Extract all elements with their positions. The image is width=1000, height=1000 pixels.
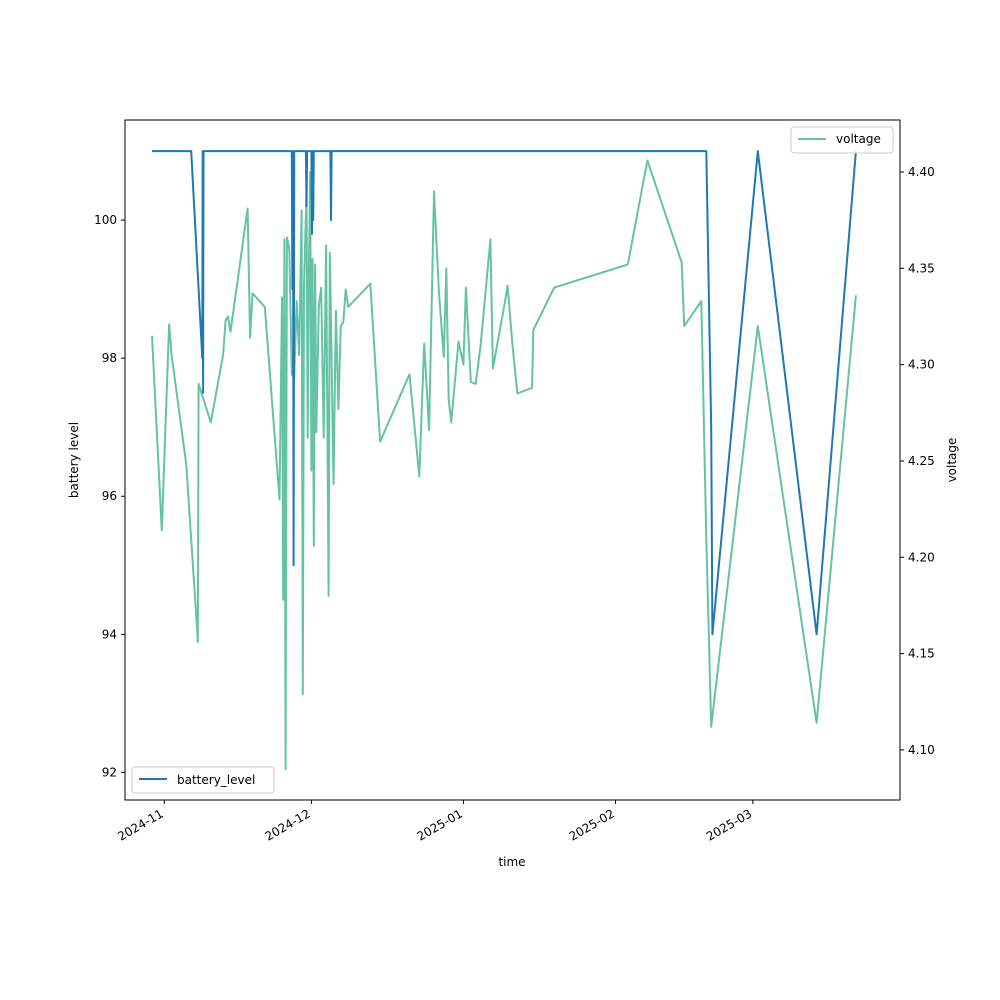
- y-tick-label: 98: [102, 351, 117, 365]
- y-axis-label: battery level: [67, 422, 81, 498]
- y2-tick-label: 4.30: [908, 358, 935, 372]
- legend-voltage: voltage: [790, 126, 894, 154]
- y2-tick-label: 4.20: [908, 550, 935, 564]
- legend-battery-level-box: [131, 766, 275, 794]
- legend-battery-level: battery_level: [131, 766, 275, 794]
- plot-frame: [124, 119, 901, 801]
- series-line-voltage: [151, 159, 857, 771]
- y-tick-label: 92: [102, 765, 117, 779]
- y-axis-left: 92 94 96 98 100: [94, 213, 125, 779]
- y2-tick-label: 4.25: [908, 454, 935, 468]
- y2-axis-label: voltage: [945, 438, 959, 483]
- y2-tick-label: 4.35: [908, 261, 935, 275]
- y2-tick-label: 4.15: [908, 647, 935, 661]
- legend-voltage-label: voltage: [836, 132, 881, 146]
- y2-tick-label: 4.10: [908, 743, 935, 757]
- y2-tick-label: 4.40: [908, 165, 935, 179]
- y-tick-label: 96: [102, 489, 117, 503]
- x-axis-label: time: [498, 855, 525, 869]
- series-line-battery-level: [152, 150, 857, 636]
- series-layer: [151, 150, 857, 771]
- y-axis-right: 4.10 4.15 4.20 4.25 4.30 4.35 4.40: [900, 165, 935, 757]
- legend-voltage-box: [790, 126, 894, 154]
- y-tick-label: 94: [102, 627, 117, 641]
- legend-battery-level-label: battery_level: [177, 773, 255, 787]
- y-tick-label: 100: [94, 213, 117, 227]
